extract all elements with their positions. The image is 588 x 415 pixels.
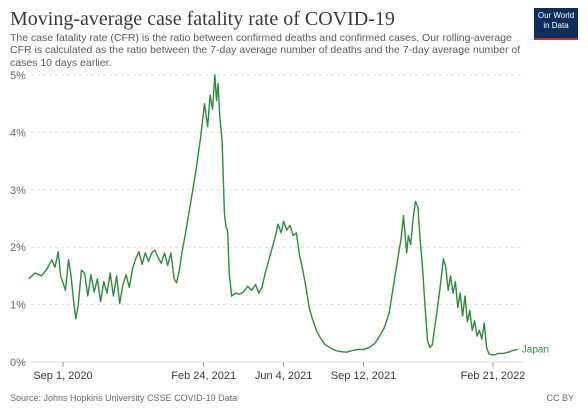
x-tick-label: Sep 1, 2020 [33,370,92,382]
series-label: Japan [522,344,549,355]
series-line-japan [28,74,518,356]
chart-title: Moving-average case fatality rate of COV… [10,8,395,30]
logo-accent-bar [534,38,578,40]
line-chart: 0% 1% 2% 3% 4% 5% Sep 1, 2020 Feb 24, 2021 Jun 4… [10,70,549,382]
logo-line-2: in Data [543,21,569,30]
license-link[interactable]: CC BY [546,393,574,403]
chart-subtitle: The case fatality rate (CFR) is the rati… [10,32,521,69]
source-note: Source: Johns Hopkins University CSSE CO… [10,393,238,403]
x-tick-label: Jun 4, 2021 [255,370,313,382]
owid-logo[interactable]: Our World in Data [534,8,578,38]
x-tick-label: Feb 24, 2021 [171,370,236,382]
y-tick-label: 4% [10,127,26,139]
y-tick-label: 3% [10,185,26,197]
y-tick-label: 5% [10,70,26,82]
x-tick-label: Feb 21, 2022 [461,370,526,382]
x-tick-label: Sep 12, 2021 [331,370,396,382]
y-tick-label: 2% [10,242,26,254]
y-tick-label: 0% [10,357,26,369]
logo-line-1: Our World [537,11,575,20]
y-tick-label: 1% [10,300,26,312]
